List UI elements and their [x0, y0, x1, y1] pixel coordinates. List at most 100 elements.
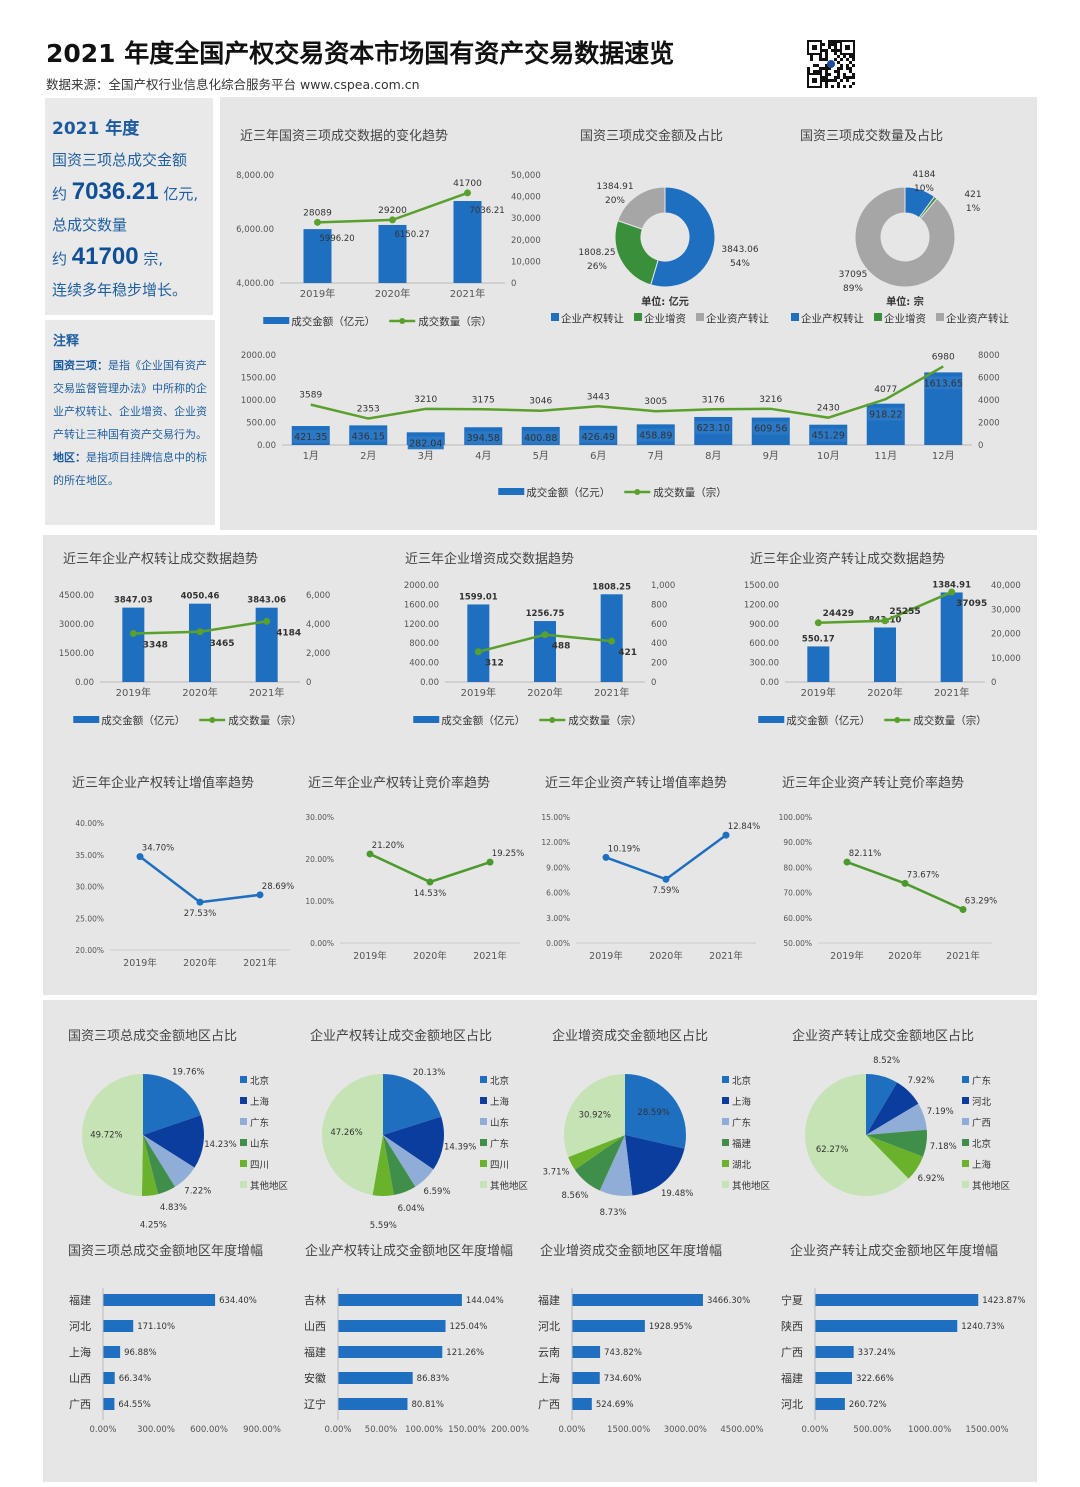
legend-item: 成交金额（亿元）	[263, 315, 375, 328]
legend-marker	[634, 489, 641, 495]
line-label: 3216	[759, 395, 782, 405]
chart-title: 企业资产转让成交金额地区占比	[792, 1028, 974, 1044]
y-category: 福建	[304, 1345, 326, 1359]
line-point	[901, 879, 909, 887]
point-label: 14.53%	[414, 889, 446, 899]
bar-label: 623.10	[697, 423, 730, 434]
x-tick: 9月	[763, 450, 779, 462]
x-tick: 0.00%	[801, 1425, 828, 1435]
slice-value: 3843.06	[721, 245, 758, 255]
line-label: 2353	[357, 405, 380, 415]
y-tick: 25.00%	[75, 914, 104, 923]
line-point	[722, 831, 730, 839]
chart-title: 近三年企业资产转让增值率趋势	[545, 775, 727, 791]
bar-label: 421.35	[294, 432, 327, 443]
bar-label: 322.66%	[856, 1374, 894, 1384]
x-tick: 150.00%	[448, 1425, 486, 1435]
legend-label: 成交金额（亿元）	[101, 714, 185, 727]
chart-three-year-trend: 近三年国资三项成交数据的变化趋势 4,000.00 6,000.00 8,000.00…	[236, 128, 541, 328]
bar-label: 171.10%	[137, 1322, 175, 1332]
bar-label: 144.04%	[466, 1296, 504, 1306]
chart-region-asset: 企业资产转让成交金额地区占比 8.52% 广东 7.92% 河北 7.19% 广西 7.18%…	[792, 1028, 1011, 1196]
y-tick-right: 10,000	[991, 654, 1021, 664]
legend-label: 广西	[972, 1117, 991, 1129]
bar-label: 337.24%	[858, 1348, 896, 1358]
slice-percent: 8.73%	[600, 1208, 627, 1218]
bar-label: 1808.25	[592, 582, 631, 592]
chart-equity-transfer-trend: 近三年企业产权转让成交数据趋势 0.00 1500.00 3000.00 4500.00…	[59, 551, 331, 727]
legend-item: 广东	[962, 1075, 991, 1087]
bar	[815, 1320, 958, 1332]
y-category: 广西	[69, 1398, 91, 1411]
x-tick: 2019年	[589, 950, 623, 962]
slice-percent: 4.83%	[160, 1203, 187, 1213]
y-category: 广西	[538, 1398, 560, 1411]
pie-slice	[321, 1074, 383, 1196]
y-tick-right: 40,000	[991, 581, 1021, 591]
y-tick-left: 1200.00	[404, 620, 439, 630]
line-point	[959, 906, 967, 914]
legend-swatch	[480, 1097, 487, 1104]
legend-label: 成交金额（亿元）	[526, 486, 610, 499]
legend-label: 其他地区	[972, 1180, 1011, 1192]
pie-slice	[625, 1074, 686, 1149]
slice-percent: 28.59%	[637, 1108, 669, 1118]
legend-item: 成交金额（亿元）	[758, 714, 870, 727]
line-point	[196, 898, 204, 906]
slice-percent: 19.76%	[172, 1068, 204, 1078]
x-tick: 12月	[932, 450, 955, 462]
line-point	[366, 850, 374, 858]
y-tick-left: 1500.00	[59, 649, 94, 659]
bar	[338, 1398, 408, 1410]
y-tick-left: 600.00	[749, 639, 779, 649]
bar-label: 394.58	[467, 433, 500, 444]
line-label: 4077	[874, 385, 897, 395]
slice-percent: 19.48%	[661, 1189, 693, 1199]
line-label: 4184	[276, 628, 301, 638]
x-tick: 2021年	[946, 950, 980, 962]
line-label: 28089	[303, 208, 332, 218]
slice-percent: 54%	[730, 259, 750, 269]
legend-swatch	[240, 1118, 247, 1125]
y-tick-left: 400.00	[409, 659, 439, 669]
y-category: 上海	[538, 1371, 560, 1385]
line-point	[196, 628, 204, 636]
series-line	[310, 365, 944, 420]
line-point	[136, 853, 144, 861]
x-tick: 200.00%	[491, 1425, 529, 1435]
chart-monthly: 0.00 500.00 1000.00 1500.00 2000.00 0 2000 4000…	[241, 351, 1000, 499]
line-point	[881, 617, 889, 625]
slice-percent: 6.92%	[918, 1174, 945, 1184]
slice-percent: 89%	[843, 284, 863, 294]
slice-percent: 7.18%	[930, 1142, 957, 1152]
y-tick-right: 10,000	[511, 257, 541, 267]
legend-item: 四川	[480, 1160, 509, 1171]
x-tick: 2020年	[888, 950, 922, 962]
pie-slice	[383, 1116, 444, 1170]
x-tick: 2020年	[867, 686, 902, 699]
legend-item: 其他地区	[722, 1180, 771, 1192]
bar	[467, 604, 490, 682]
qr-code[interactable]	[807, 40, 855, 88]
slice-percent: 7.22%	[184, 1186, 211, 1196]
x-tick: 10月	[817, 450, 840, 462]
legend-marker	[549, 717, 556, 723]
line-point	[129, 629, 137, 637]
legend-item: 成交数量（宗）	[199, 714, 302, 727]
legend-swatch	[240, 1181, 247, 1188]
legend-label: 成交金额（亿元）	[291, 315, 375, 328]
legend-label: 成交数量（宗）	[913, 714, 987, 727]
x-tick: 2020年	[182, 686, 217, 699]
summary-conclusion: 连续多年稳步增长。	[52, 281, 188, 299]
y-tick-right: 0	[991, 678, 996, 688]
bar-label: 260.72%	[849, 1400, 887, 1410]
y-tick-left: 0.00	[420, 678, 439, 688]
bar	[122, 607, 145, 682]
x-tick: 1000.00%	[908, 1425, 951, 1435]
y-category: 福建	[538, 1293, 560, 1307]
bar	[338, 1320, 446, 1332]
bar-label-box	[637, 428, 674, 442]
y-tick-right: 4000	[978, 396, 1000, 406]
point-label: 82.11%	[849, 849, 881, 859]
line-point	[814, 619, 822, 627]
